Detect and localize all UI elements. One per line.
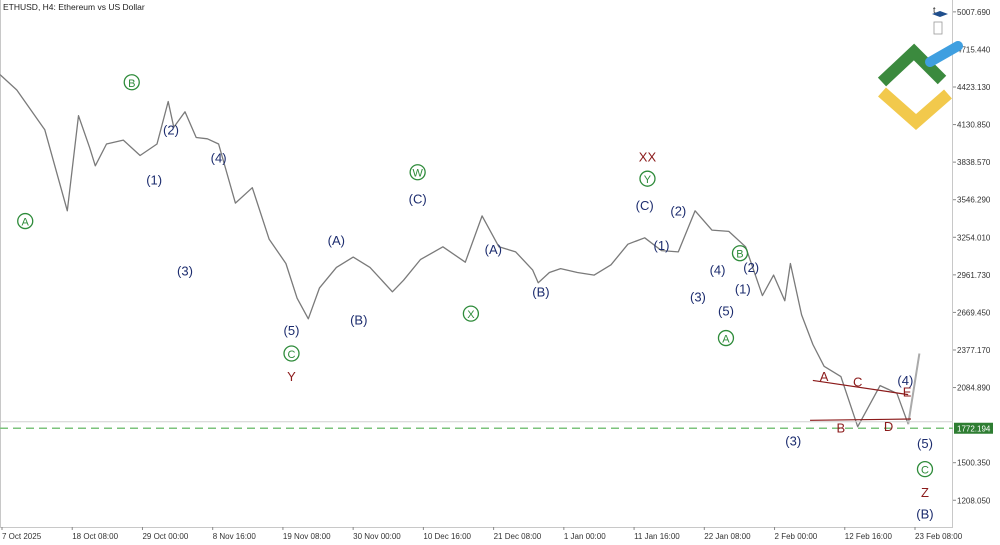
y-tick-label: 2377.170 [957, 346, 991, 355]
current-price-level: 1772.194 [0, 421, 993, 434]
wave-label: (3) [177, 264, 193, 279]
wave-label: XX [639, 149, 657, 164]
y-tick-label: 5007.690 [957, 8, 991, 17]
current-price-label: 1772.194 [957, 425, 991, 434]
wave-label: B [837, 421, 846, 436]
wave-label: (1) [654, 238, 670, 253]
wave-label: C [853, 374, 862, 389]
x-tick-label: 21 Dec 08:00 [494, 532, 542, 541]
x-tick-label: 30 Nov 00:00 [353, 532, 401, 541]
wave-label: (3) [690, 289, 706, 304]
price-series-line [0, 74, 909, 428]
wave-label: C [288, 349, 296, 361]
wave-label: (4) [211, 151, 227, 166]
wave-label: (4) [710, 262, 726, 277]
y-tick-label: 4715.440 [957, 45, 991, 54]
x-tick-label: 18 Oct 08:00 [72, 532, 118, 541]
wave-label: (3) [785, 433, 801, 448]
wave-label: (5) [284, 323, 300, 338]
wave-label: D [884, 419, 893, 434]
x-tick-label: 7 Oct 2025 [2, 532, 42, 541]
wave-label: A [722, 334, 730, 346]
wave-label: (A) [328, 233, 345, 248]
wave-label: (1) [735, 282, 751, 297]
wave-label: (5) [718, 304, 734, 319]
wave-label-circle [916, 461, 934, 478]
y-tick-label: 1500.350 [957, 459, 991, 468]
x-tick-label: 29 Oct 00:00 [142, 532, 188, 541]
x-tick-label: 2 Feb 00:00 [775, 532, 818, 541]
wave-label-circle [731, 245, 749, 262]
y-tick-label: 2669.450 [957, 308, 991, 317]
wave-label: (2) [743, 260, 759, 275]
x-tick-label: 11 Jan 16:00 [634, 532, 680, 541]
company-logo-icon [877, 11, 963, 130]
wave-label-circle [717, 329, 735, 347]
wave-label: (2) [670, 203, 686, 218]
time-axis[interactable]: 7 Oct 2025 18 Oct 08:00 29 Oct 00:00 8 Nov … [1, 527, 963, 541]
wave-label: A [22, 217, 30, 229]
wave-label-circle [17, 212, 34, 230]
wave-label: (2) [163, 122, 179, 137]
wave-label: B [128, 78, 135, 90]
wave-label: (A) [485, 242, 502, 257]
wave-label: Y [644, 174, 652, 186]
y-tick-label: 2961.730 [957, 271, 991, 280]
wave-label: B [736, 249, 743, 261]
price-axis[interactable]: 5007.690 4715.440 4423.130 4130.850 3838.570… [953, 8, 991, 505]
wave-label: (B) [532, 284, 549, 299]
x-tick-label: 10 Dec 16:00 [423, 532, 471, 541]
y-tick-label: 3254.010 [957, 233, 991, 242]
y-tick-label: 4423.130 [957, 83, 991, 92]
triangle-pattern-lines [810, 379, 911, 421]
wave-label: A [820, 369, 829, 384]
y-tick-label: 1208.050 [957, 496, 991, 505]
wave-label-circle [639, 170, 656, 187]
wave-label: (C) [636, 198, 654, 213]
projection-line [907, 353, 921, 425]
wave-label-circle [409, 164, 426, 181]
y-tick-label: 2084.890 [957, 384, 991, 393]
wave-label: (C) [409, 192, 427, 207]
wave-labels: AB(2)(1)(3)(4)(5)CY(A)(B)W(C)(A)X(B)XXY(… [17, 74, 934, 522]
chart-title: ETHUSD, H4: Ethereum vs US Dollar [3, 2, 145, 12]
wave-label: (B) [916, 507, 933, 522]
corner-letter: t [933, 5, 936, 15]
wave-label-circle [123, 74, 140, 91]
y-tick-label: 3546.290 [957, 196, 991, 205]
triangle-line-2 [810, 418, 911, 421]
x-tick-label: 19 Nov 08:00 [283, 532, 331, 541]
price-line [0, 74, 921, 428]
wave-label: Z [921, 485, 929, 500]
triangle-line-1 [812, 379, 909, 396]
x-tick-label: 23 Feb 08:00 [915, 532, 963, 541]
wave-label-circle [462, 305, 480, 322]
x-tick-label: 1 Jan 00:00 [564, 532, 606, 541]
wave-label: X [467, 309, 475, 321]
y-tick-label: 3838.570 [957, 158, 991, 167]
wave-label: (1) [146, 172, 162, 187]
wave-label: (5) [917, 436, 933, 451]
wave-label: W [412, 168, 423, 180]
wave-label: C [921, 465, 929, 477]
current-price-tag [954, 422, 993, 434]
wave-label-circle [283, 345, 300, 362]
wave-label: (B) [350, 313, 367, 328]
y-tick-label: 4130.850 [957, 121, 991, 130]
wave-label: (4) [897, 373, 913, 388]
wave-label: E [903, 385, 912, 400]
x-tick-label: 8 Nov 16:00 [213, 532, 257, 541]
x-tick-label: 12 Feb 16:00 [845, 532, 893, 541]
plot-background [0, 0, 953, 527]
x-tick-label: 22 Jan 08:00 [704, 532, 751, 541]
wave-label: Y [287, 369, 296, 384]
